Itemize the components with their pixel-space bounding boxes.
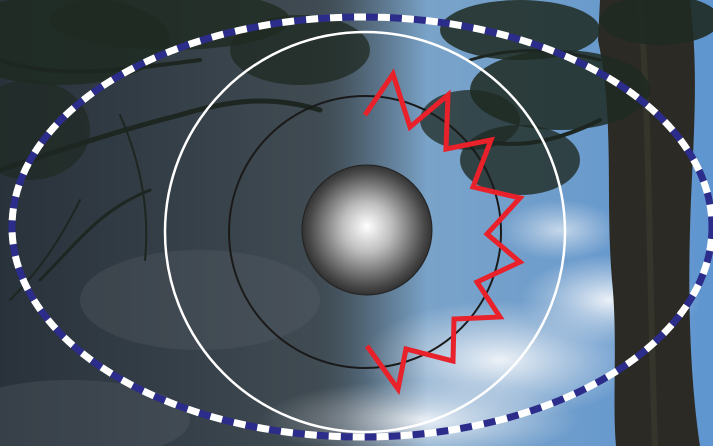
inner-circle — [228, 95, 502, 369]
branches — [0, 49, 602, 301]
central-sphere — [301, 164, 433, 296]
outer-dashed-ellipse — [8, 13, 713, 441]
zigzag-line — [362, 68, 525, 396]
foliage — [0, 0, 713, 195]
white-circle — [163, 30, 567, 434]
